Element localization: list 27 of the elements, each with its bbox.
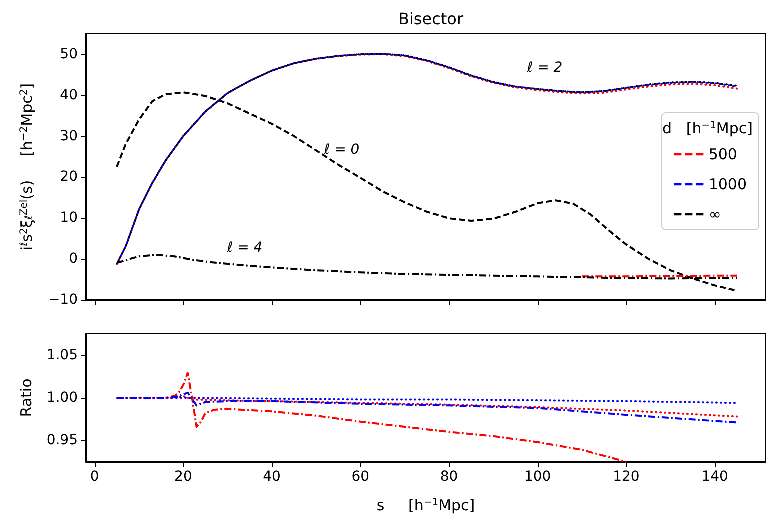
x-tick-label: 0 <box>90 469 100 485</box>
x-tick-label: 40 <box>263 469 281 485</box>
annotation: ℓ = 4 <box>226 240 263 256</box>
y-tick-label: 0.95 <box>46 432 78 449</box>
y-tick-label: 0 <box>69 251 78 268</box>
x-tick-label: 100 <box>524 469 552 485</box>
chart-title: Bisector <box>398 10 464 28</box>
legend-label: 500 <box>708 146 738 164</box>
legend-label: ∞ <box>708 206 722 224</box>
x-tick-label: 80 <box>440 469 458 485</box>
y-tick-label: 1.05 <box>46 347 78 364</box>
y-tick-label: 10 <box>60 210 78 226</box>
legend-label: 1000 <box>708 176 748 194</box>
x-tick-label: 60 <box>352 469 370 485</box>
x-tick-label: 20 <box>174 469 192 485</box>
text: iℓs2ξℓZel(s) [h−2Mpc2] <box>18 83 36 251</box>
x-tick-label: 140 <box>702 469 728 485</box>
y-tick-label: 30 <box>60 128 78 144</box>
annotation: ℓ = 2 <box>526 60 563 76</box>
y-tick-label: 1.00 <box>46 390 78 406</box>
y-tick-label: 50 <box>60 46 78 62</box>
annotation: ℓ = 0 <box>323 142 360 158</box>
y-tick-label: 40 <box>60 87 78 104</box>
y-tick-label: −10 <box>48 292 78 308</box>
x-tick-label: 120 <box>613 469 640 485</box>
y-axis-title: Ratio <box>18 378 36 418</box>
y-tick-label: 20 <box>60 169 78 186</box>
